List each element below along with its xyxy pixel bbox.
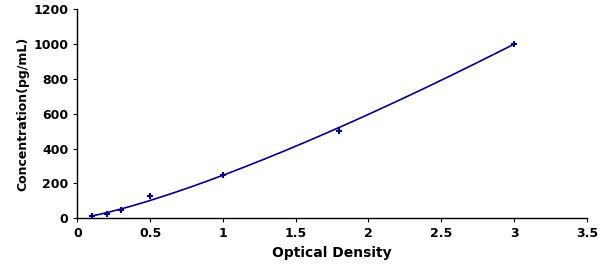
X-axis label: Optical Density: Optical Density (272, 246, 392, 260)
Y-axis label: Concentration(pg/mL): Concentration(pg/mL) (16, 37, 29, 191)
